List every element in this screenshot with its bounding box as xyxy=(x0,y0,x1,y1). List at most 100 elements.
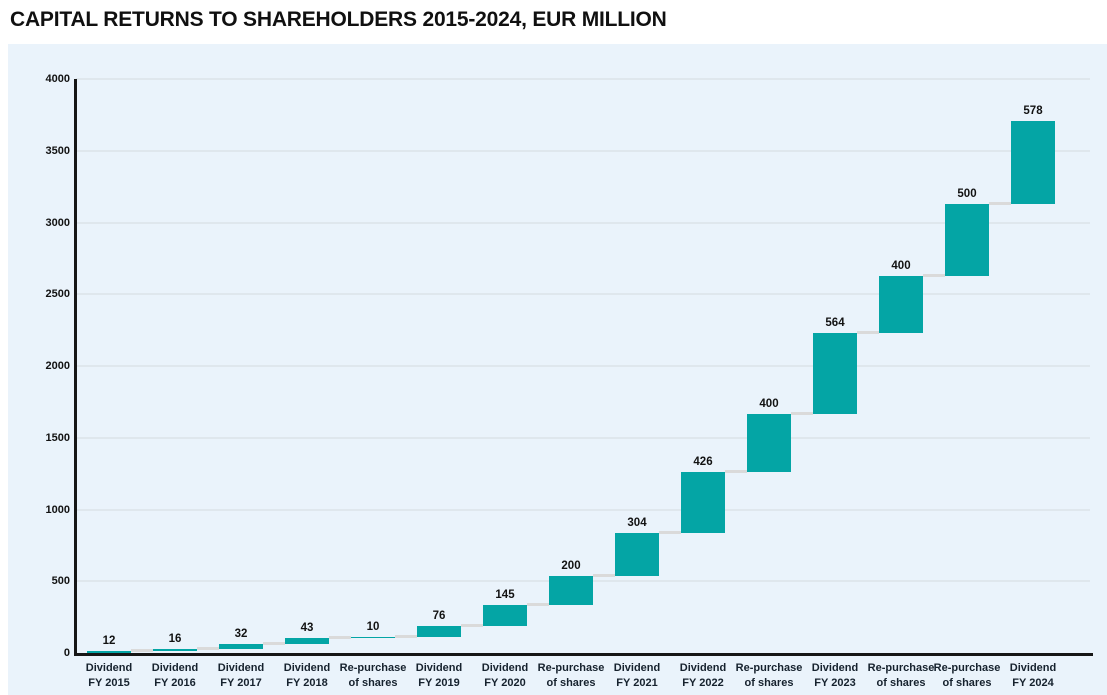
category-label-line: Dividend xyxy=(1009,662,1057,674)
bar-value-label: 12 xyxy=(102,635,116,648)
connector-line xyxy=(593,574,615,578)
connector-line xyxy=(329,636,351,640)
connector-line xyxy=(461,623,483,627)
category-label: Re-purchase of shares xyxy=(525,661,617,691)
bar-value-label: 32 xyxy=(234,628,248,641)
category-label-line: of shares xyxy=(348,677,398,689)
bar-value-label: 43 xyxy=(300,622,314,635)
connector-line xyxy=(131,649,153,653)
y-axis-tick-label: 500 xyxy=(51,575,70,588)
bar-value-label: 76 xyxy=(432,609,446,622)
waterfall-bar xyxy=(87,651,131,653)
waterfall-bar xyxy=(747,414,791,472)
category-label-line: Dividend xyxy=(679,662,727,674)
chart-title: CAPITAL RETURNS TO SHAREHOLDERS 2015-202… xyxy=(10,8,667,31)
category-label: Re-purchase of shares xyxy=(327,661,419,691)
connector-line xyxy=(263,642,285,646)
gridline xyxy=(76,293,1090,296)
gridline xyxy=(76,436,1090,439)
x-axis-line xyxy=(74,653,1093,656)
waterfall-bar xyxy=(879,275,923,334)
gridline xyxy=(76,149,1090,152)
y-axis-tick-label: 4000 xyxy=(45,73,70,85)
category-label-line: of shares xyxy=(942,677,992,689)
bar-value-label: 500 xyxy=(957,188,977,201)
waterfall-bar xyxy=(1011,121,1055,205)
category-label-line: FY 2018 xyxy=(286,677,328,689)
connector-line xyxy=(725,469,747,473)
category-label: Re-purchase of shares xyxy=(855,661,947,691)
category-label-line: of shares xyxy=(876,677,926,689)
waterfall-bar xyxy=(945,204,989,276)
category-label-line: FY 2022 xyxy=(682,677,724,689)
gridline xyxy=(76,78,1090,80)
category-label-line: Re-purchase xyxy=(537,662,605,674)
category-label: Dividend FY 2020 xyxy=(459,661,551,691)
waterfall-bar xyxy=(417,625,461,637)
category-label-line: of shares xyxy=(546,677,596,689)
category-label-line: Dividend xyxy=(217,662,265,674)
category-label-line: Dividend xyxy=(415,662,463,674)
category-label: Re-purchase of shares xyxy=(921,661,1013,691)
category-label: Dividend FY 2021 xyxy=(591,661,683,691)
category-label-line: FY 2017 xyxy=(220,677,262,689)
connector-line xyxy=(989,202,1011,206)
connector-line xyxy=(857,331,879,335)
bar-value-label: 10 xyxy=(366,620,380,633)
gridline xyxy=(76,508,1090,511)
category-label: Dividend FY 2024 xyxy=(987,661,1079,691)
waterfall-bar xyxy=(285,638,329,645)
y-axis-tick-label: 1500 xyxy=(45,431,70,444)
connector-line xyxy=(923,273,945,277)
category-label-line: FY 2024 xyxy=(1012,677,1054,689)
bar-value-label: 16 xyxy=(168,632,182,645)
category-label-line: Dividend xyxy=(613,662,661,674)
category-label: Dividend FY 2022 xyxy=(657,661,749,691)
connector-line xyxy=(527,603,549,607)
waterfall-bar xyxy=(483,605,527,626)
category-label-line: Dividend xyxy=(151,662,199,674)
category-label: Re-purchase of shares xyxy=(723,661,815,691)
y-axis-tick-label: 1000 xyxy=(45,503,70,516)
bar-value-label: 400 xyxy=(759,398,779,411)
category-label-line: of shares xyxy=(744,677,794,689)
waterfall-bar xyxy=(681,471,725,533)
category-label-line: Dividend xyxy=(85,662,133,674)
category-label-line: Dividend xyxy=(283,662,331,674)
category-label: Dividend FY 2019 xyxy=(393,661,485,691)
y-axis-tick-label: 2500 xyxy=(45,288,70,301)
bar-value-label: 304 xyxy=(627,516,647,529)
gridline xyxy=(76,365,1090,367)
category-label-line: FY 2019 xyxy=(418,677,460,689)
waterfall-bar xyxy=(153,648,197,652)
category-label-line: Re-purchase xyxy=(867,662,935,674)
bar-value-label: 145 xyxy=(495,589,515,602)
category-label-line: FY 2015 xyxy=(88,677,130,689)
waterfall-bar xyxy=(813,333,857,415)
waterfall-bar xyxy=(615,532,659,577)
category-label-line: Re-purchase xyxy=(735,662,803,674)
category-label-line: Re-purchase xyxy=(339,662,407,674)
connector-line xyxy=(791,412,813,416)
bar-value-label: 578 xyxy=(1023,105,1043,118)
category-label-line: Dividend xyxy=(481,662,529,674)
category-label-line: FY 2016 xyxy=(154,677,196,689)
category-label: Dividend FY 2015 xyxy=(63,661,155,691)
category-label-line: FY 2020 xyxy=(484,677,526,689)
y-axis-tick-label: 3000 xyxy=(45,216,70,229)
y-axis-line xyxy=(74,79,77,656)
bar-value-label: 426 xyxy=(693,455,713,468)
gridline xyxy=(76,221,1090,224)
category-label-line: Re-purchase xyxy=(933,662,1001,674)
y-axis-tick-label: 0 xyxy=(63,647,70,659)
connector-line xyxy=(197,646,219,650)
y-axis-tick-label: 3500 xyxy=(45,144,70,157)
bar-value-label: 564 xyxy=(825,317,845,330)
waterfall-bar xyxy=(219,644,263,649)
category-label-line: FY 2023 xyxy=(814,677,856,689)
category-label-line: Dividend xyxy=(811,662,859,674)
chart-panel: 0 500 1000 1500 2000 2500 3000 3500 4000 12 Divide… xyxy=(8,44,1107,695)
waterfall-bar xyxy=(549,576,593,606)
category-label: Dividend FY 2018 xyxy=(261,661,353,691)
